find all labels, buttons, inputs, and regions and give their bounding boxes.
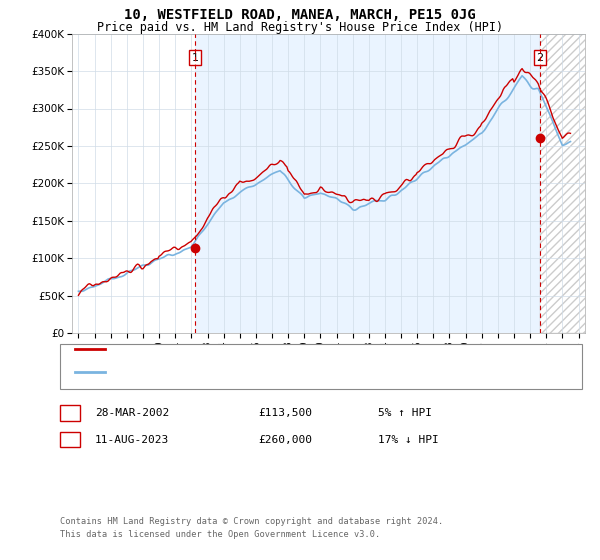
Text: 10, WESTFIELD ROAD, MANEA, MARCH, PE15 0JG (detached house): 10, WESTFIELD ROAD, MANEA, MARCH, PE15 0… [111,344,465,354]
Text: This data is licensed under the Open Government Licence v3.0.: This data is licensed under the Open Gov… [60,530,380,539]
Text: £113,500: £113,500 [258,408,312,418]
Text: Price paid vs. HM Land Registry's House Price Index (HPI): Price paid vs. HM Land Registry's House … [97,21,503,34]
Text: 5% ↑ HPI: 5% ↑ HPI [378,408,432,418]
Text: 28-MAR-2002: 28-MAR-2002 [95,408,169,418]
Text: 11-AUG-2023: 11-AUG-2023 [95,435,169,445]
Bar [195,34,540,333]
Text: 1: 1 [67,407,73,420]
Text: £260,000: £260,000 [258,435,312,445]
Text: 2: 2 [67,433,73,446]
Text: HPI: Average price, detached house, Fenland: HPI: Average price, detached house, Fenl… [111,367,369,377]
Text: 1: 1 [191,53,199,63]
Bar [540,34,593,333]
Text: 2: 2 [536,53,544,63]
Text: 17% ↓ HPI: 17% ↓ HPI [378,435,439,445]
Text: Contains HM Land Registry data © Crown copyright and database right 2024.: Contains HM Land Registry data © Crown c… [60,517,443,526]
Text: 10, WESTFIELD ROAD, MANEA, MARCH, PE15 0JG: 10, WESTFIELD ROAD, MANEA, MARCH, PE15 0… [124,8,476,22]
